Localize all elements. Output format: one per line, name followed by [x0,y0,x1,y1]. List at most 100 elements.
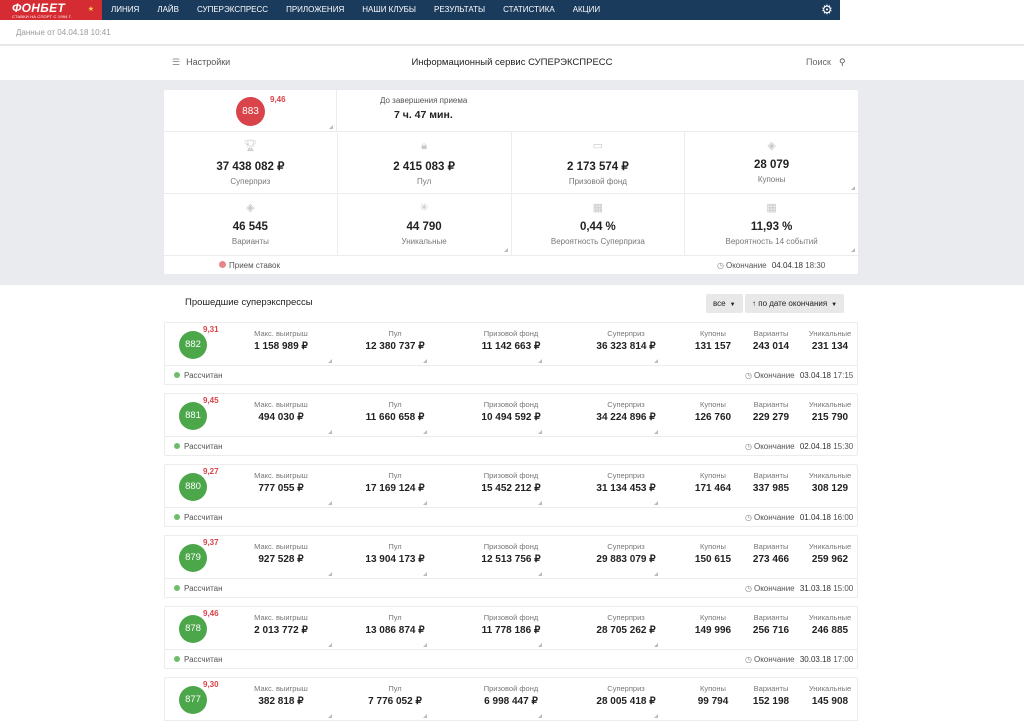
logo-text: ФОНБЕТ [12,0,65,15]
past-col-variants: Варианты 243 014 [721,329,821,352]
money-icon: ▭ [592,140,604,152]
col-label: Суперприз [607,400,645,409]
past-col-super: Суперприз 29 883 079 ₽ [576,542,676,565]
nav-search-box[interactable] [840,0,1024,20]
col-value: 259 962 [811,554,849,565]
nav-superexpress[interactable]: СУПЕРЭКСПРЕСС [196,5,269,14]
past-row[interactable]: 877 9,30 Макс. выигрыш 382 818 ₽ Пул 7 776 05… [164,677,858,721]
past-number-badge: 880 [179,473,207,501]
col-label: Уникальные [808,329,852,338]
nav-apps[interactable]: ПРИЛОЖЕНИЯ [286,5,345,14]
search-button[interactable]: Поиск ⚲ [806,57,846,68]
status-dot-icon [219,261,226,268]
expand-corner-icon [851,248,855,252]
past-col-pool: Пул 13 904 173 ₽ [345,542,445,565]
past-row[interactable]: 879 9,37 Макс. выигрыш 927 528 ₽ Пул 13 904 1… [164,535,858,598]
status-dot-icon [174,585,180,591]
gear-icon[interactable]: ⚙ [821,2,833,17]
expand-corner-icon [329,125,333,129]
expand-corner-icon [654,643,658,647]
status-dot-icon [174,443,180,449]
col-value: 12 513 756 ₽ [481,554,541,565]
col-label: Уникальные [808,400,852,409]
stat-unique[interactable]: ✳ 44 790 Уникальные [338,194,512,255]
sort-dropdown[interactable]: ↑ по дате окончания ▼ [745,294,845,313]
data-timestamp-bar: Данные от 04.04.18 10:41 [0,20,1024,45]
stat-value: 44 790 [406,221,442,233]
col-label: Варианты [753,400,789,409]
nav-live[interactable]: ЛАЙВ [157,5,179,14]
col-label: Купоны [700,471,726,480]
filter-value: все [713,299,726,308]
filter-dropdown[interactable]: все ▼ [706,294,743,313]
col-value: 13 086 874 ₽ [365,625,425,636]
col-value: 31 134 453 ₽ [596,483,656,494]
past-col-super: Суперприз 28 005 418 ₽ [576,684,676,707]
nav-statistics[interactable]: СТАТИСТИКА [503,5,555,14]
settings-button[interactable]: ☰ Настройки [172,57,230,68]
service-header: ☰ Настройки Информационный сервис СУПЕРЭК… [0,46,1024,80]
expand-corner-icon [851,186,855,190]
nav-results[interactable]: РЕЗУЛЬТАТЫ [434,5,486,14]
past-title: Прошедшие суперэкспрессы [185,297,313,308]
col-label: Уникальные [808,613,852,622]
col-label: Купоны [700,400,726,409]
tags-icon: ◈ [246,202,255,214]
status-text: Рассчитан [184,513,223,522]
end-time: ◷ Окончание 31.03.18 15:00 [745,584,853,593]
past-row-main: 881 9,45 Макс. выигрыш 494 030 ₽ Пул 11 660 6… [165,394,857,437]
past-number-badge: 878 [179,615,207,643]
current-superexpress-card: 883 9,46 До завершения приема 7 ч. 47 ми… [164,90,858,274]
past-col-super: Суперприз 36 323 814 ₽ [576,329,676,352]
expand-corner-icon [328,359,332,363]
col-label: Суперприз [607,471,645,480]
col-label: Пул [388,542,402,551]
col-value: 145 908 [811,696,849,707]
top-nav: ФОНБЕТ СТАВКИ НА СПОРТ С 1994 Г. ★ ЛИНИЯ… [0,0,1024,20]
past-row[interactable]: 878 9,46 Макс. выигрыш 2 013 772 ₽ Пул 13 086… [164,606,858,669]
status-dot-icon [174,372,180,378]
col-label: Суперприз [607,329,645,338]
arrow-up-icon: ↑ [752,299,756,308]
current-number-badge: 883 [236,97,265,126]
expand-corner-icon [328,430,332,434]
status-text: Рассчитан [184,655,223,664]
col-value: 126 760 [694,412,732,423]
col-label: Уникальные [808,471,852,480]
past-col-pool: Пул 11 660 658 ₽ [345,400,445,423]
nav-line[interactable]: ЛИНИЯ [111,5,140,14]
past-col-super: Суперприз 28 705 262 ₽ [576,613,676,636]
past-row-status: Рассчитан ◷ Окончание 02.04.18 15:30 [165,437,857,456]
past-number-badge: 879 [179,544,207,572]
logo-subtitle: СТАВКИ НА СПОРТ С 1994 Г. [12,13,73,19]
past-col-fund: Призовой фонд 15 452 212 ₽ [461,471,561,494]
stat-14-events-probability[interactable]: ▦ 11,93 % Вероятность 14 событий [685,194,858,255]
col-label: Варианты [753,471,789,480]
col-value: 6 998 447 ₽ [484,696,538,707]
col-value: 382 818 ₽ [258,696,304,707]
nav-promos[interactable]: АКЦИИ [572,5,601,14]
current-number-cell[interactable]: 883 9,46 [164,90,337,132]
col-label: Пул [388,613,402,622]
status-dot-icon [174,656,180,662]
status-text: Рассчитан [184,584,223,593]
past-col-super: Суперприз 34 224 896 ₽ [576,400,676,423]
expand-corner-icon [538,643,542,647]
current-odds: 9,46 [270,95,286,104]
col-value: 273 466 [752,554,790,565]
stat-coupons[interactable]: ◈ 28 079 Купоны [685,132,858,193]
stat-value: 0,44 % [579,221,616,233]
past-col-variants: Варианты 256 716 [721,613,821,636]
past-row[interactable]: 880 9,27 Макс. выигрыш 777 055 ₽ Пул 17 169 1… [164,464,858,527]
col-label: Суперприз [607,613,645,622]
expand-corner-icon [423,714,427,718]
past-row[interactable]: 881 9,45 Макс. выигрыш 494 030 ₽ Пул 11 660 6… [164,393,858,456]
expand-corner-icon [423,359,427,363]
stat-prize-fund: ▭ 2 173 574 ₽ Призовой фонд [512,132,686,193]
fonbet-logo[interactable]: ФОНБЕТ СТАВКИ НА СПОРТ С 1994 Г. ★ [0,0,102,20]
past-col-pool: Пул 7 776 052 ₽ [345,684,445,707]
past-row[interactable]: 882 9,31 Макс. выигрыш 1 158 989 ₽ Пул 12 380… [164,322,858,385]
clock-icon: ◷ [745,655,752,664]
clock-icon: ◷ [745,442,752,451]
nav-clubs[interactable]: НАШИ КЛУБЫ [362,5,416,14]
